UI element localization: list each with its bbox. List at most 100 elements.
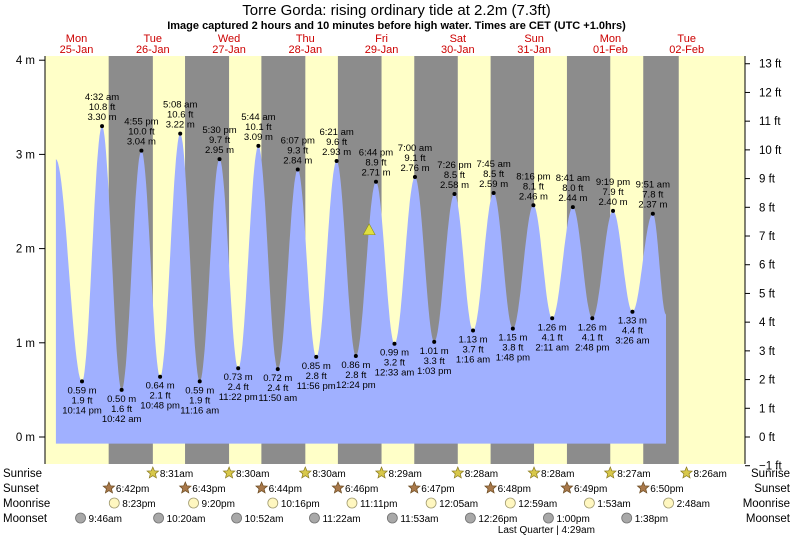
chart-subtitle: Image captured 2 hours and 10 minutes be… (167, 20, 626, 32)
high-tide-time: 5:08 am (163, 100, 197, 111)
low-tide-time: 12:24 pm (336, 380, 376, 391)
high-tide-point (452, 191, 457, 196)
current-tide-marker (362, 223, 376, 236)
high-tide-point (217, 157, 222, 162)
low-tide-ft: 2.8 ft (345, 370, 366, 381)
right-tick-label: 8 ft (759, 202, 776, 214)
high-tide-m: 3.04 m (127, 137, 156, 148)
right-tick-label: 9 ft (759, 174, 776, 186)
right-tick-label: 10 ft (759, 145, 782, 157)
low-tide-point (471, 328, 476, 333)
day-name: Tue (677, 33, 696, 45)
sunrise-time: 8:30am (236, 469, 269, 480)
high-tide-time: 4:32 am (85, 92, 119, 103)
day-date: 01-Feb (593, 44, 628, 56)
moonset-time: 1:38pm (635, 514, 668, 525)
low-tide-ft: 2.4 ft (228, 382, 249, 393)
low-tide-ft: 3.3 ft (424, 356, 445, 367)
high-tide-time: 5:44 am (241, 112, 275, 123)
high-tide-m: 2.71 m (361, 168, 390, 179)
row-label-right: Moonrise (743, 498, 790, 510)
high-tide-time: 8:16 pm (516, 171, 550, 182)
sunset-time: 6:46pm (345, 484, 378, 495)
moonset-icon (309, 512, 320, 524)
sunrise-time: 8:27am (617, 469, 650, 480)
right-tick-label: 3 ft (759, 346, 776, 358)
day-name: Mon (600, 33, 621, 45)
low-tide-time: 10:42 am (102, 414, 142, 425)
high-tide-point (412, 175, 417, 180)
high-tide-point (570, 205, 575, 210)
moonset-time: 1:00pm (556, 514, 589, 525)
moonset-icon (464, 512, 476, 524)
moonset-time: 11:53am (400, 514, 438, 525)
high-tide-ft: 9.6 ft (326, 137, 347, 148)
right-tick-label: 13 ft (759, 59, 782, 71)
moonset-icon (543, 512, 554, 524)
low-tide-time: 11:50 am (258, 393, 297, 404)
high-tide-time: 7:00 am (398, 143, 432, 154)
high-tide-point (139, 148, 144, 153)
low-tide-ft: 4.4 ft (622, 326, 643, 337)
high-tide-m: 2.58 m (440, 180, 469, 191)
sunrise-time: 8:30am (312, 469, 345, 480)
row-label-left: Sunrise (3, 468, 42, 480)
high-tide-ft: 8.0 ft (562, 183, 583, 194)
sunrise-time: 8:31am (160, 469, 193, 480)
sun-star-icon (146, 466, 160, 479)
day-date: 31-Jan (517, 44, 551, 56)
low-tide-m: 0.50 m (107, 394, 136, 405)
moonrise-time: 8:23pm (122, 499, 155, 510)
almanac-rows: Sunrise Sunrise Sunset Sunset Moonrise Moonri… (3, 466, 791, 536)
low-tide-m: 1.33 m (618, 316, 647, 327)
low-tide-point (510, 326, 515, 331)
low-tide-time: 1:48 pm (496, 353, 530, 364)
low-tide-m: 0.59 m (185, 385, 214, 396)
low-tide-time: 12:33 am (375, 368, 415, 379)
day-name: Sun (524, 33, 544, 45)
high-tide-ft: 10.1 ft (245, 122, 272, 133)
day-name: Fri (375, 33, 388, 45)
low-tide-point (314, 354, 319, 359)
left-tick-label: 3 m (16, 149, 35, 161)
right-tick-label: 5 ft (759, 288, 776, 300)
sunset-time: 6:43pm (192, 484, 225, 495)
low-tide-m: 0.64 m (146, 381, 175, 392)
high-tide-time: 5:30 pm (202, 125, 236, 136)
high-tide-ft: 7.9 ft (602, 187, 623, 198)
moonrise-icon (583, 497, 595, 509)
high-tide-point (531, 203, 536, 208)
moonrise-time: 9:20pm (202, 499, 235, 510)
low-tide-time: 3:26 am (615, 336, 649, 347)
moon-phase-label: Last Quarter | 4:29am (498, 525, 595, 536)
day-name: Mon (66, 33, 87, 45)
low-tide-m: 0.99 m (380, 348, 409, 359)
moonrise-icon (108, 497, 120, 509)
low-tide-ft: 3.7 ft (462, 345, 483, 356)
high-tide-m: 2.46 m (519, 191, 548, 202)
sun-star-icon (527, 466, 541, 479)
low-tide-point (630, 309, 635, 314)
row-label-right: Sunset (754, 483, 791, 495)
moonrise-time: 1:53am (597, 499, 630, 510)
low-tide-point (119, 387, 124, 392)
low-tide-ft: 2.4 ft (267, 383, 288, 394)
low-tide-m: 1.26 m (578, 322, 607, 333)
low-tide-ft: 1.9 ft (189, 395, 210, 406)
day-date: 25-Jan (60, 44, 94, 56)
moonrise-icon (425, 497, 437, 509)
high-tide-point (373, 179, 378, 184)
moonrise-time: 2:48am (677, 499, 710, 510)
moonrise-icon (267, 497, 279, 509)
high-tide-point (178, 131, 183, 136)
moonrise-icon (504, 497, 516, 509)
high-tide-m: 2.59 m (479, 179, 508, 190)
chart-title: Torre Gorda: rising ordinary tide at 2.2… (242, 2, 550, 19)
high-tide-point (334, 158, 339, 163)
low-tide-m: 0.73 m (224, 372, 253, 383)
day-date: 02-Feb (669, 44, 704, 56)
sunrise-time: 8:28am (465, 469, 498, 480)
sunset-time: 6:50pm (650, 484, 683, 495)
high-tide-m: 2.37 m (638, 200, 667, 211)
